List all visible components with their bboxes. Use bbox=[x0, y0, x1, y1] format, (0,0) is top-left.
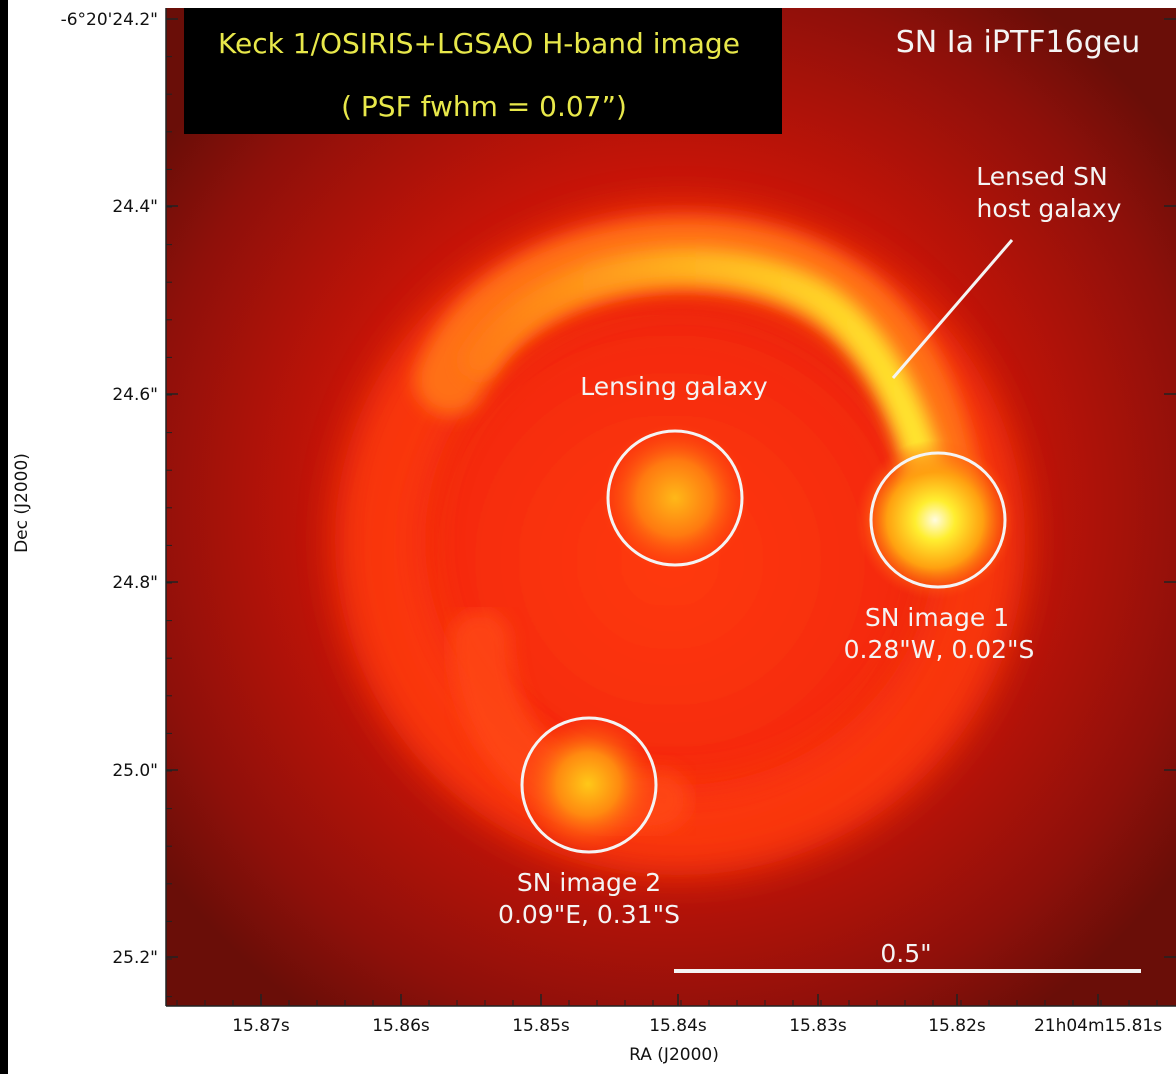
x-axis-label: RA (J2000) bbox=[629, 1045, 719, 1065]
title-box bbox=[184, 8, 782, 134]
ra-minor-ticks bbox=[176, 1000, 1158, 1006]
ra-tick-label: 15.85s bbox=[512, 1016, 570, 1036]
ra-tick-label: 15.83s bbox=[789, 1016, 847, 1036]
dec-tick-label: 24.4" bbox=[112, 197, 158, 217]
object-name: SN Ia iPTF16geu bbox=[896, 25, 1140, 60]
dec-tick-label: 25.2" bbox=[112, 948, 158, 968]
dec-tick-label: 24.6" bbox=[112, 385, 158, 405]
sn-image-1-label-line1: SN image 1 bbox=[865, 603, 1009, 632]
y-axis-label: Dec (J2000) bbox=[12, 453, 32, 553]
title-line-1: Keck 1/OSIRIS+LGSAO H-band image bbox=[218, 27, 740, 60]
dec-tick-label: 25.0" bbox=[112, 761, 158, 781]
lensing-galaxy-source bbox=[600, 423, 750, 573]
sn-image-2-source bbox=[518, 714, 658, 854]
sn-image-2-label-line1: SN image 2 bbox=[517, 868, 661, 897]
lensing-galaxy-label: Lensing galaxy bbox=[580, 372, 768, 401]
ra-tick-group: 15.87s 15.86s 15.85s 15.84s 15.83s 15.82s 21h0… bbox=[232, 994, 1162, 1036]
sn-image-2-label-line2: 0.09"E, 0.31"S bbox=[498, 900, 680, 929]
host-galaxy-label-line2: host galaxy bbox=[977, 194, 1122, 223]
scale-bar-label: 0.5" bbox=[880, 939, 931, 968]
ra-tick-label: 15.84s bbox=[649, 1016, 707, 1036]
dec-tick-label: 24.8" bbox=[112, 573, 158, 593]
lensing-galaxy-circle bbox=[606, 429, 744, 567]
image-area bbox=[166, 8, 1176, 1006]
sn-image-1-source bbox=[855, 440, 1015, 600]
ra-tick-label: 15.87s bbox=[232, 1016, 290, 1036]
left-black-band bbox=[0, 0, 8, 1074]
host-galaxy-arc-core bbox=[462, 248, 948, 508]
ra-tick-label: 15.82s bbox=[928, 1016, 986, 1036]
host-galaxy-label-line1: Lensed SN bbox=[976, 162, 1108, 191]
dec-tick-label: -6°20'24.2" bbox=[61, 10, 158, 30]
sn-image-2-circle bbox=[520, 716, 658, 854]
title-line-2: ( PSF fwhm = 0.07”) bbox=[341, 90, 627, 123]
ra-tick-label: 21h04m15.81s bbox=[1034, 1016, 1162, 1036]
host-galaxy-pointer-line bbox=[891, 239, 1014, 379]
sn-image-1-label-line2: 0.28"W, 0.02"S bbox=[844, 635, 1035, 664]
sn-image-1-circle bbox=[869, 451, 1007, 589]
ra-tick-label: 15.86s bbox=[372, 1016, 430, 1036]
dec-tick-group: -6°20'24.2" 24.4" 24.6" 24.8" 25.0" 25.2" bbox=[61, 10, 1176, 968]
